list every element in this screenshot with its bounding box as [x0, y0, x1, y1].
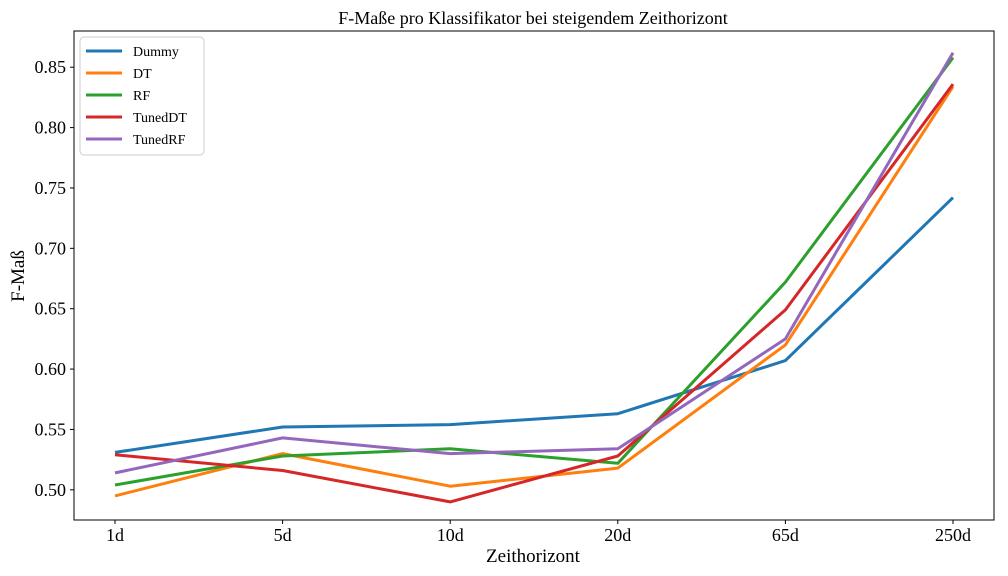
- x-axis: 1d 5d 10d 20d 65d 250d: [106, 520, 971, 545]
- chart-title: F-Maße pro Klassifikator bei steigendem …: [338, 8, 727, 28]
- y-axis: 0.50 0.55 0.60 0.65 0.70 0.75 0.80 0.85: [35, 57, 74, 500]
- x-tick-label: 250d: [935, 525, 971, 545]
- x-tick-label: 20d: [604, 525, 631, 545]
- series-line-dummy: [114, 196, 955, 454]
- series-line-tuneddt: [114, 83, 955, 504]
- x-tick-label: 1d: [106, 525, 124, 545]
- legend-label-tunedrf: TunedRF: [133, 133, 186, 148]
- y-tick-label: 0.85: [35, 57, 67, 77]
- plot-frame: [73, 30, 995, 521]
- x-axis-label: Zeithorizont: [486, 546, 581, 567]
- y-tick-label: 0.65: [35, 299, 67, 319]
- legend-label-dummy: Dummy: [133, 45, 179, 60]
- x-tick-label: 5d: [274, 525, 292, 545]
- series-lines: [114, 51, 955, 504]
- y-tick-label: 0.55: [35, 419, 67, 439]
- legend-box: [79, 36, 205, 156]
- y-tick-label: 0.70: [35, 238, 67, 258]
- series-line-rf: [114, 56, 955, 487]
- legend-label-dt: DT: [133, 67, 152, 82]
- legend-label-tuneddt: TunedDT: [133, 111, 187, 126]
- y-tick-label: 0.50: [35, 480, 67, 500]
- y-tick-label: 0.60: [35, 359, 67, 379]
- legend-label-rf: RF: [133, 89, 150, 104]
- y-axis-label: F-Maß: [8, 250, 29, 302]
- x-tick-label: 65d: [772, 525, 799, 545]
- x-tick-label: 10d: [437, 525, 464, 545]
- series-line-tunedrf: [114, 51, 955, 475]
- legend: Dummy DT RF TunedDT TunedRF: [79, 36, 205, 156]
- y-tick-label: 0.75: [35, 178, 67, 198]
- y-tick-label: 0.80: [35, 118, 67, 138]
